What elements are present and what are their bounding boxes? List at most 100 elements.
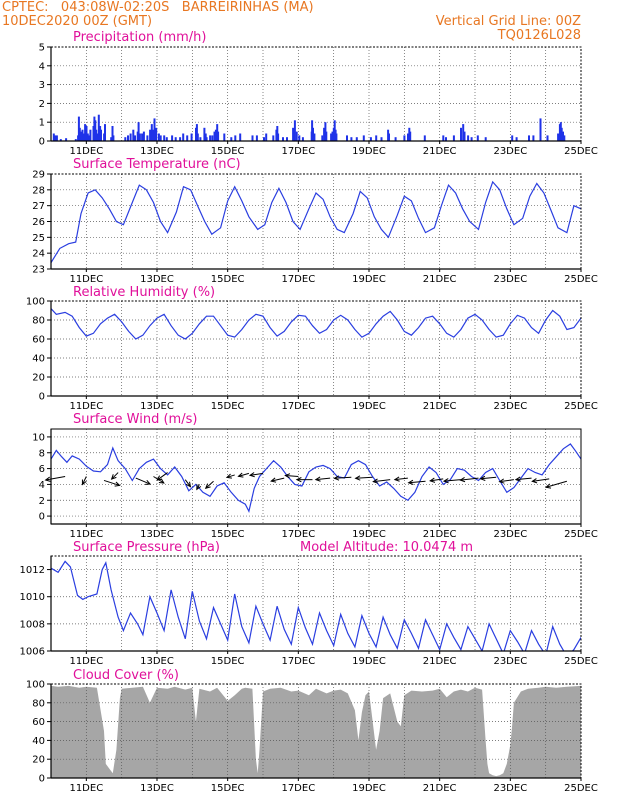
- precip-bar: [151, 129, 154, 141]
- precip-bar: [95, 129, 98, 141]
- wind-vector: [442, 478, 461, 484]
- date-label: 21DEC: [423, 274, 457, 285]
- wind-vector: [156, 472, 168, 481]
- precip-bar: [528, 135, 530, 141]
- precip-bar: [84, 124, 87, 141]
- date-label: 25DEC: [564, 656, 598, 667]
- precip-bar: [199, 137, 202, 141]
- y-tick-label: 24: [32, 249, 45, 260]
- precip-bar: [234, 135, 237, 141]
- precip-bar: [132, 129, 135, 141]
- precip-bar: [515, 137, 518, 141]
- y-tick-label: 100: [26, 297, 45, 308]
- precip-bar: [209, 135, 212, 141]
- y-tick-label: 40: [32, 736, 45, 747]
- precip-bar: [85, 126, 88, 141]
- panel-6: Cloud Cover (%) 0 20 40 60 80 100 11DEC 13DEC 15D…: [26, 668, 598, 794]
- date-label: 19DEC: [352, 529, 386, 540]
- date-label: 15DEC: [211, 146, 245, 157]
- precip-bar: [442, 135, 445, 141]
- y-tick-label: 0: [39, 137, 45, 148]
- wind-vector: [354, 475, 373, 481]
- precip-bar: [52, 133, 55, 141]
- header-run-time: 10DEC2020 00Z (GMT): [2, 14, 153, 29]
- precip-bar: [282, 137, 284, 141]
- panel-2: Surface Temperature (nC) 23 24 25 26 27 28 29 11…: [32, 157, 598, 285]
- precip-bar: [346, 135, 348, 141]
- panel-1: Precipitation (mm/h) 0 1 2 3 4 5 11DEC 13DEC 15DE…: [39, 30, 598, 157]
- date-label: 17DEC: [281, 783, 315, 794]
- wind-vector: [204, 480, 214, 490]
- date-label: 19DEC: [352, 274, 386, 285]
- y-tick-label: 80: [32, 316, 45, 327]
- precip-bar: [174, 137, 177, 141]
- wind-vector: [270, 477, 285, 483]
- precip-bar: [463, 131, 466, 141]
- precip-bar: [112, 135, 115, 141]
- y-tick-label: 5: [39, 43, 45, 54]
- wind-vector: [295, 477, 313, 483]
- wind-vector: [393, 476, 408, 482]
- precip-bar: [325, 131, 328, 141]
- date-label: 23DEC: [493, 146, 527, 157]
- panel-frame: [50, 555, 582, 652]
- wind-vector: [196, 484, 202, 491]
- precip-bar: [239, 133, 242, 141]
- precip-bar: [286, 137, 288, 141]
- wind-vector: [103, 479, 121, 487]
- precip-bar: [301, 137, 304, 141]
- y-tick-label: 0: [39, 774, 45, 785]
- date-label: 25DEC: [564, 401, 598, 412]
- precip-bar: [484, 137, 487, 141]
- precip-bar: [330, 133, 333, 141]
- date-label: 25DEC: [564, 146, 598, 157]
- date-label: 13DEC: [140, 401, 174, 412]
- y-tick-label: 1: [39, 118, 45, 129]
- y-tick-label: 27: [32, 201, 45, 212]
- date-label: 11DEC: [69, 783, 103, 794]
- precip-bar: [323, 127, 326, 141]
- precip-bar: [362, 135, 365, 141]
- precip-bar: [55, 135, 58, 141]
- precip-bar: [539, 118, 542, 141]
- wind-vector: [135, 477, 152, 485]
- precip-bar: [445, 137, 447, 141]
- cloud-cover-area: [51, 685, 581, 778]
- precip-bar: [213, 131, 216, 141]
- y-tick-label: 1012: [20, 565, 45, 576]
- date-label: 19DEC: [352, 146, 386, 157]
- panel-title: Surface Temperature (nC): [73, 157, 241, 172]
- date-label: 17DEC: [281, 529, 315, 540]
- date-label: 11DEC: [69, 274, 103, 285]
- precip-bar: [182, 133, 185, 141]
- date-label: 15DEC: [211, 783, 245, 794]
- precip-bar: [97, 114, 100, 141]
- date-label: 13DEC: [140, 274, 174, 285]
- precip-bar: [255, 135, 258, 141]
- precip-bar: [562, 131, 564, 141]
- precip-bar: [460, 127, 462, 141]
- date-label: 15DEC: [211, 274, 245, 285]
- precip-bar: [403, 135, 406, 141]
- precip-bar: [293, 120, 296, 141]
- precip-bar: [380, 137, 383, 141]
- series-line: [51, 308, 581, 340]
- date-label: 13DEC: [140, 146, 174, 157]
- precip-bar: [277, 133, 280, 141]
- wind-vector: [459, 477, 479, 483]
- wind-vector: [110, 472, 119, 480]
- date-label: 13DEC: [140, 529, 174, 540]
- precip-bar: [230, 137, 233, 141]
- y-tick-label: 26: [32, 217, 45, 228]
- panel-frame: [50, 46, 582, 142]
- wind-vector: [237, 472, 250, 478]
- wind-vector: [498, 478, 514, 484]
- precip-bar: [369, 137, 372, 141]
- precip-bar: [81, 129, 84, 141]
- precip-bar: [124, 137, 127, 141]
- precip-bar: [476, 135, 479, 141]
- precip-bar: [462, 124, 465, 141]
- precip-bar: [111, 126, 114, 141]
- y-tick-label: 40: [32, 354, 45, 365]
- date-label: 19DEC: [352, 401, 386, 412]
